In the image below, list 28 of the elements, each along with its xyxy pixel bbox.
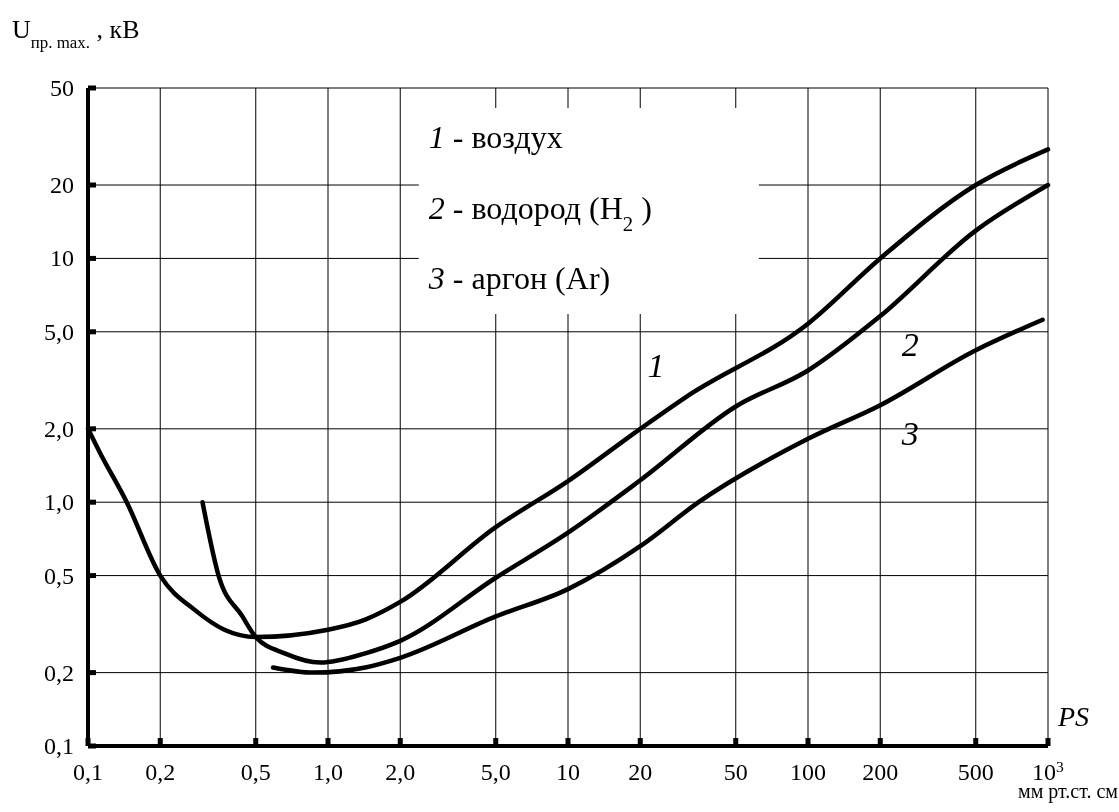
x-tick-label: 1,0: [313, 759, 343, 785]
x-tick-label: 500: [957, 759, 994, 785]
x-tick-label: 0,2: [145, 759, 176, 785]
y-axis-title: U$_{пр. max.}$, кВ: [12, 15, 140, 52]
annotation: 1 - воздух: [428, 119, 563, 155]
y-tick-label: 50: [50, 75, 74, 101]
series-label: 1: [647, 347, 665, 385]
y-tick-label: 2,0: [44, 415, 74, 442]
x-tick-label: 10: [556, 759, 580, 785]
x-tick-label: 200: [862, 759, 899, 785]
x-tick-label: 20: [628, 759, 653, 785]
x-tick-label: 2,0: [385, 759, 416, 785]
y-tick-label: 10: [50, 245, 74, 272]
annotation: 3 - аргон (Ar): [427, 260, 611, 297]
y-tick-label: 1,0: [44, 489, 74, 516]
y-tick-label: 0,1: [44, 733, 74, 759]
y-tick-label: 5,0: [44, 318, 74, 345]
x-tick-label: 5,0: [480, 759, 511, 785]
x-tick-label: 50: [723, 759, 748, 785]
x-tick-label: 100: [790, 759, 826, 785]
x-tick-label: 0,5: [240, 759, 271, 785]
annotation: 2 - водород (H$_{2}$): [428, 189, 652, 235]
y-tick-label: 0,5: [44, 562, 74, 589]
y-tick-label: 0,2: [44, 659, 74, 686]
series-label: 2: [901, 326, 919, 364]
x-tick-label: 0,1: [73, 759, 103, 785]
y-tick-label: 20: [50, 172, 74, 199]
x-axis-title: PS: [1057, 701, 1090, 732]
